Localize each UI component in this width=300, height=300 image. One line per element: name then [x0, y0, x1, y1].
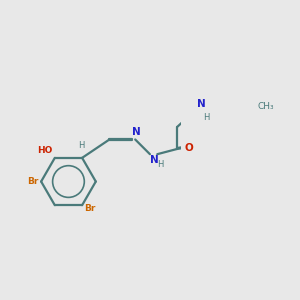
Text: O: O [184, 143, 193, 153]
Text: H: H [203, 113, 210, 122]
Text: HO: HO [37, 146, 52, 155]
Text: N: N [132, 128, 141, 137]
Text: N: N [197, 99, 206, 109]
Text: H: H [78, 141, 84, 150]
Text: H: H [157, 160, 164, 169]
Text: Br: Br [84, 204, 96, 213]
Text: Br: Br [27, 177, 38, 186]
Text: N: N [150, 155, 159, 165]
Text: CH₃: CH₃ [258, 102, 274, 111]
